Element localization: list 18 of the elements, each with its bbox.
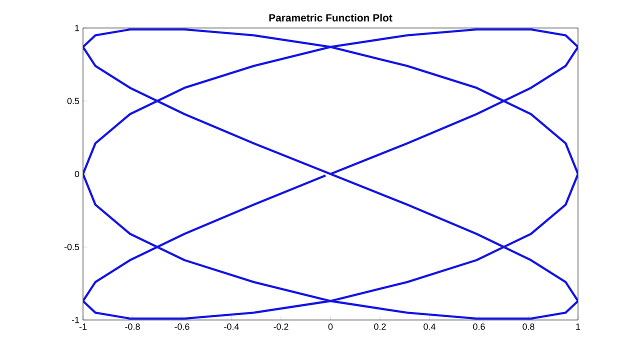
line-series	[83, 28, 578, 320]
x-tick-label: -0.2	[274, 324, 288, 330]
x-tick-label: -1	[79, 324, 87, 330]
x-tick-label: 0.4	[424, 324, 436, 330]
y-tick-label: 0	[74, 170, 80, 178]
x-tick-label: 0.8	[522, 324, 534, 330]
y-tick-label: -0.5	[64, 244, 80, 250]
chart-title: Parametric Function Plot	[269, 14, 392, 22]
x-tick-label: 1	[576, 324, 580, 330]
x-tick-label: -0.4	[224, 324, 239, 330]
x-tick-label: -0.8	[125, 324, 140, 330]
y-tick-label: -1	[72, 316, 80, 324]
x-tick-label: 0.2	[374, 324, 386, 330]
y-tick-label: 0.5	[67, 98, 80, 104]
x-tick-label: 0.6	[473, 324, 485, 330]
x-tick-label: 0	[328, 324, 333, 330]
y-tick-label: 1	[75, 24, 80, 32]
x-tick-label: -0.6	[174, 324, 190, 330]
